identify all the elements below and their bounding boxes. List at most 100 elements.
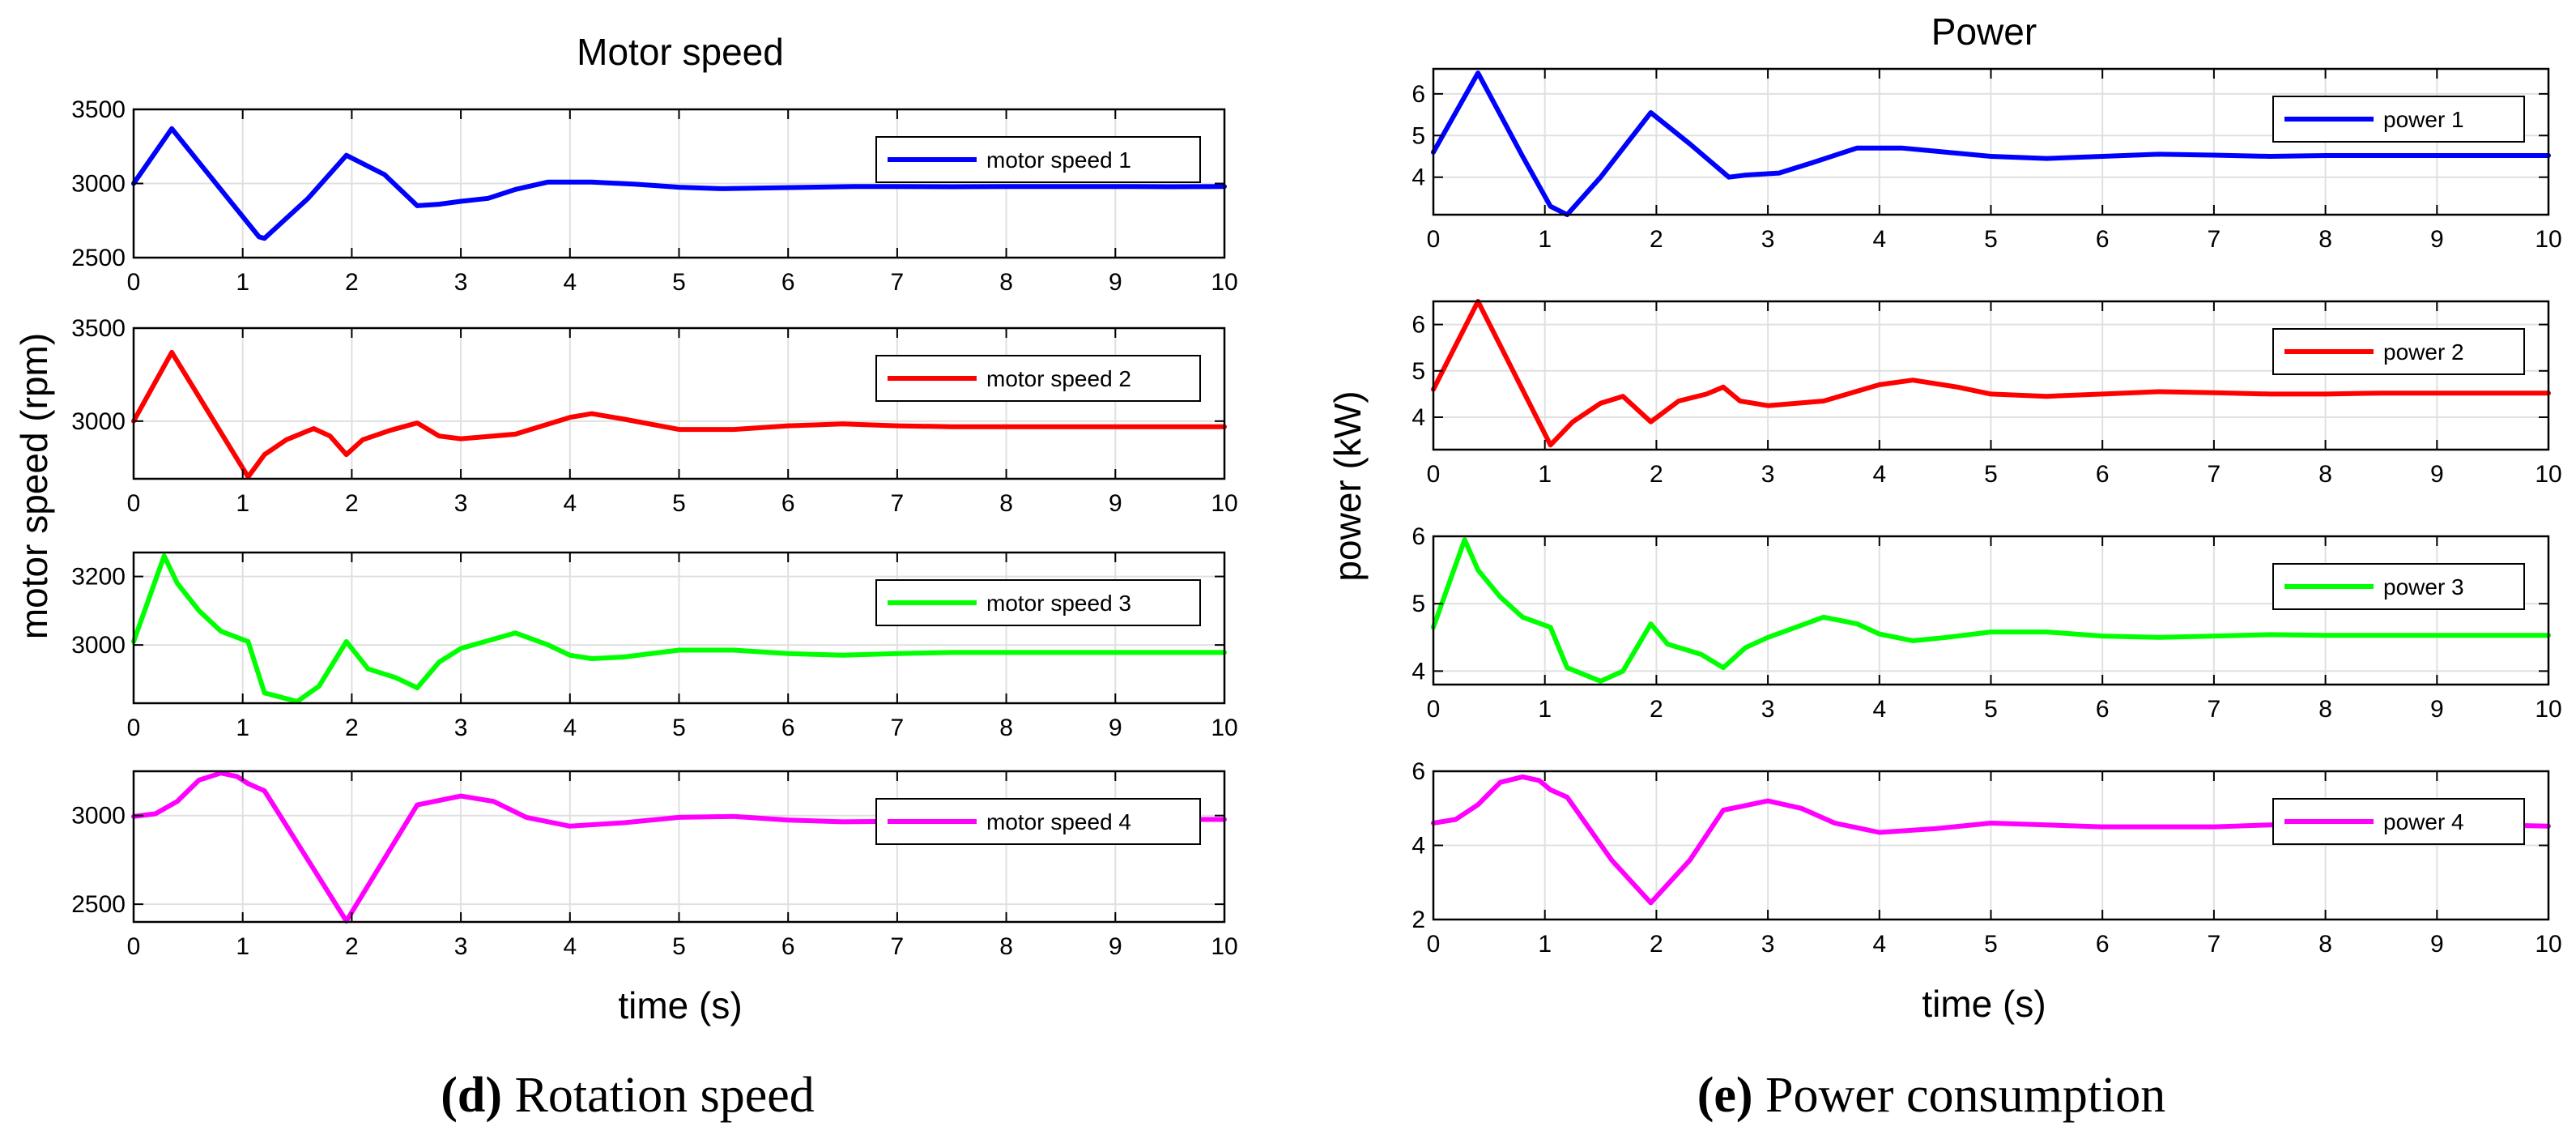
ylabel-power: power (kW) bbox=[1326, 390, 1369, 581]
x-tick-label: 0 bbox=[127, 715, 141, 741]
x-tick-label: 4 bbox=[563, 269, 577, 296]
panel-title-power: Power bbox=[1931, 11, 2037, 53]
x-tick-label: 3 bbox=[454, 269, 468, 296]
x-tick-label: 8 bbox=[2318, 226, 2332, 253]
y-tick-label: 3200 bbox=[71, 564, 126, 591]
x-tick-label: 5 bbox=[672, 269, 686, 296]
series-line bbox=[1431, 70, 2551, 217]
x-tick-label: 0 bbox=[1427, 461, 1441, 488]
x-tick-label: 10 bbox=[2535, 461, 2561, 488]
x-tick-label: 4 bbox=[563, 715, 577, 741]
x-tick-label: 3 bbox=[1761, 226, 1775, 253]
x-tick-label: 1 bbox=[1538, 696, 1552, 723]
y-tick-label: 3000 bbox=[71, 408, 126, 435]
x-tick-label: 6 bbox=[2096, 226, 2110, 253]
x-tick-label: 5 bbox=[672, 933, 686, 960]
x-tick-label: 4 bbox=[563, 490, 577, 517]
legend-box bbox=[2272, 328, 2525, 375]
x-tick-label: 4 bbox=[1872, 461, 1886, 488]
x-tick-label: 10 bbox=[1211, 490, 1237, 517]
legend-label: power 4 bbox=[2383, 809, 2464, 834]
x-tick-label: 6 bbox=[781, 269, 795, 296]
series-line bbox=[1431, 537, 2551, 684]
subplot-motor-speed-4: 0 1 2 3 4 5 6 7 8 9 10 2500 3000 motor speed 4 bbox=[71, 770, 1238, 960]
x-tick-label: 0 bbox=[1427, 696, 1441, 723]
x-tick-label: 1 bbox=[1538, 226, 1552, 253]
subplot-power-1: 0 1 2 3 4 5 6 7 8 9 10 4 5 6 power 1 bbox=[1411, 67, 2562, 253]
x-tick-label: 8 bbox=[999, 490, 1013, 517]
x-tick-label: 2 bbox=[345, 269, 359, 296]
y-tick-label: 6 bbox=[1411, 758, 1425, 785]
x-tick-label: 3 bbox=[1761, 461, 1775, 488]
xlabel-motor-speed: time (s) bbox=[618, 984, 742, 1026]
x-tick-label: 8 bbox=[999, 269, 1013, 296]
panel-title-motor-speed: Motor speed bbox=[577, 31, 784, 73]
x-tick-label: 4 bbox=[1872, 931, 1886, 958]
x-tick-label: 3 bbox=[454, 933, 468, 960]
x-tick-label: 7 bbox=[891, 490, 905, 517]
x-tick-label: 9 bbox=[1109, 269, 1122, 296]
x-tick-label: 1 bbox=[236, 490, 249, 517]
legend-label: motor speed 3 bbox=[986, 591, 1131, 616]
series-line bbox=[1431, 299, 2551, 448]
x-tick-label: 8 bbox=[2318, 931, 2332, 958]
xlabel-power: time (s) bbox=[1922, 983, 2046, 1025]
subplot-power-2: 0 1 2 3 4 5 6 7 8 9 10 4 5 6 power 2 bbox=[1411, 299, 2562, 488]
x-tick-label: 9 bbox=[2430, 696, 2444, 723]
x-tick-label: 10 bbox=[2535, 696, 2561, 723]
legend-label: motor speed 4 bbox=[986, 809, 1131, 834]
caption-letter-e: (e) bbox=[1697, 1068, 1753, 1123]
y-tick-label: 2500 bbox=[71, 245, 126, 271]
caption-text-power-consumption: Power consumption bbox=[1753, 1068, 2166, 1123]
y-tick-label: 5 bbox=[1411, 122, 1425, 149]
legend-box bbox=[2272, 96, 2525, 143]
legend-label: power 1 bbox=[2383, 107, 2464, 132]
x-tick-label: 6 bbox=[2096, 931, 2110, 958]
x-tick-label: 5 bbox=[1984, 696, 1998, 723]
legend: power 1 bbox=[2272, 96, 2525, 143]
x-tick-label: 10 bbox=[2535, 226, 2561, 253]
legend: motor speed 2 bbox=[875, 355, 1201, 402]
x-tick-label: 8 bbox=[2318, 461, 2332, 488]
x-tick-label: 6 bbox=[2096, 696, 2110, 723]
x-tick-label: 9 bbox=[2430, 931, 2444, 958]
x-tick-label: 2 bbox=[345, 490, 359, 517]
x-tick-label: 10 bbox=[1211, 715, 1237, 741]
y-tick-label: 6 bbox=[1411, 312, 1425, 339]
x-tick-label: 3 bbox=[1761, 696, 1775, 723]
caption-text-rotation-speed: Rotation speed bbox=[502, 1068, 815, 1123]
x-tick-label: 7 bbox=[891, 933, 905, 960]
y-tick-label: 4 bbox=[1411, 164, 1425, 191]
legend: power 2 bbox=[2272, 328, 2525, 375]
x-tick-label: 8 bbox=[999, 933, 1013, 960]
x-tick-label: 10 bbox=[1211, 269, 1237, 296]
x-tick-label: 1 bbox=[236, 269, 249, 296]
x-tick-label: 3 bbox=[454, 490, 468, 517]
x-tick-label: 2 bbox=[1650, 931, 1663, 958]
legend-label: power 2 bbox=[2383, 339, 2464, 365]
x-tick-label: 2 bbox=[345, 933, 359, 960]
legend-label: motor speed 1 bbox=[986, 147, 1131, 173]
x-tick-label: 2 bbox=[1650, 461, 1663, 488]
x-tick-label: 8 bbox=[999, 715, 1013, 741]
x-tick-label: 1 bbox=[1538, 461, 1552, 488]
y-tick-label: 3500 bbox=[71, 315, 126, 342]
legend: motor speed 4 bbox=[875, 798, 1201, 845]
x-tick-label: 0 bbox=[1427, 931, 1441, 958]
legend-label: motor speed 2 bbox=[986, 366, 1131, 391]
x-tick-label: 5 bbox=[672, 490, 686, 517]
x-tick-label: 6 bbox=[2096, 461, 2110, 488]
y-tick-label: 6 bbox=[1411, 81, 1425, 108]
x-tick-label: 5 bbox=[1984, 226, 1998, 253]
caption-power-consumption: (e) Power consumption bbox=[1697, 1068, 2166, 1123]
subplot-motor-speed-1: 0 1 2 3 4 5 6 7 8 9 10 2500 3000 3500 motor speed 1 bbox=[71, 96, 1237, 296]
x-tick-label: 7 bbox=[891, 269, 905, 296]
x-tick-label: 4 bbox=[563, 933, 577, 960]
x-tick-label: 0 bbox=[127, 933, 141, 960]
y-tick-label: 3000 bbox=[71, 803, 126, 830]
subplot-motor-speed-3: 0 1 2 3 4 5 6 7 8 9 10 3000 3200 motor speed 3 bbox=[71, 551, 1238, 741]
x-tick-label: 0 bbox=[127, 269, 141, 296]
x-tick-label: 2 bbox=[1650, 226, 1663, 253]
x-tick-label: 8 bbox=[2318, 696, 2332, 723]
y-tick-label: 5 bbox=[1411, 591, 1425, 617]
